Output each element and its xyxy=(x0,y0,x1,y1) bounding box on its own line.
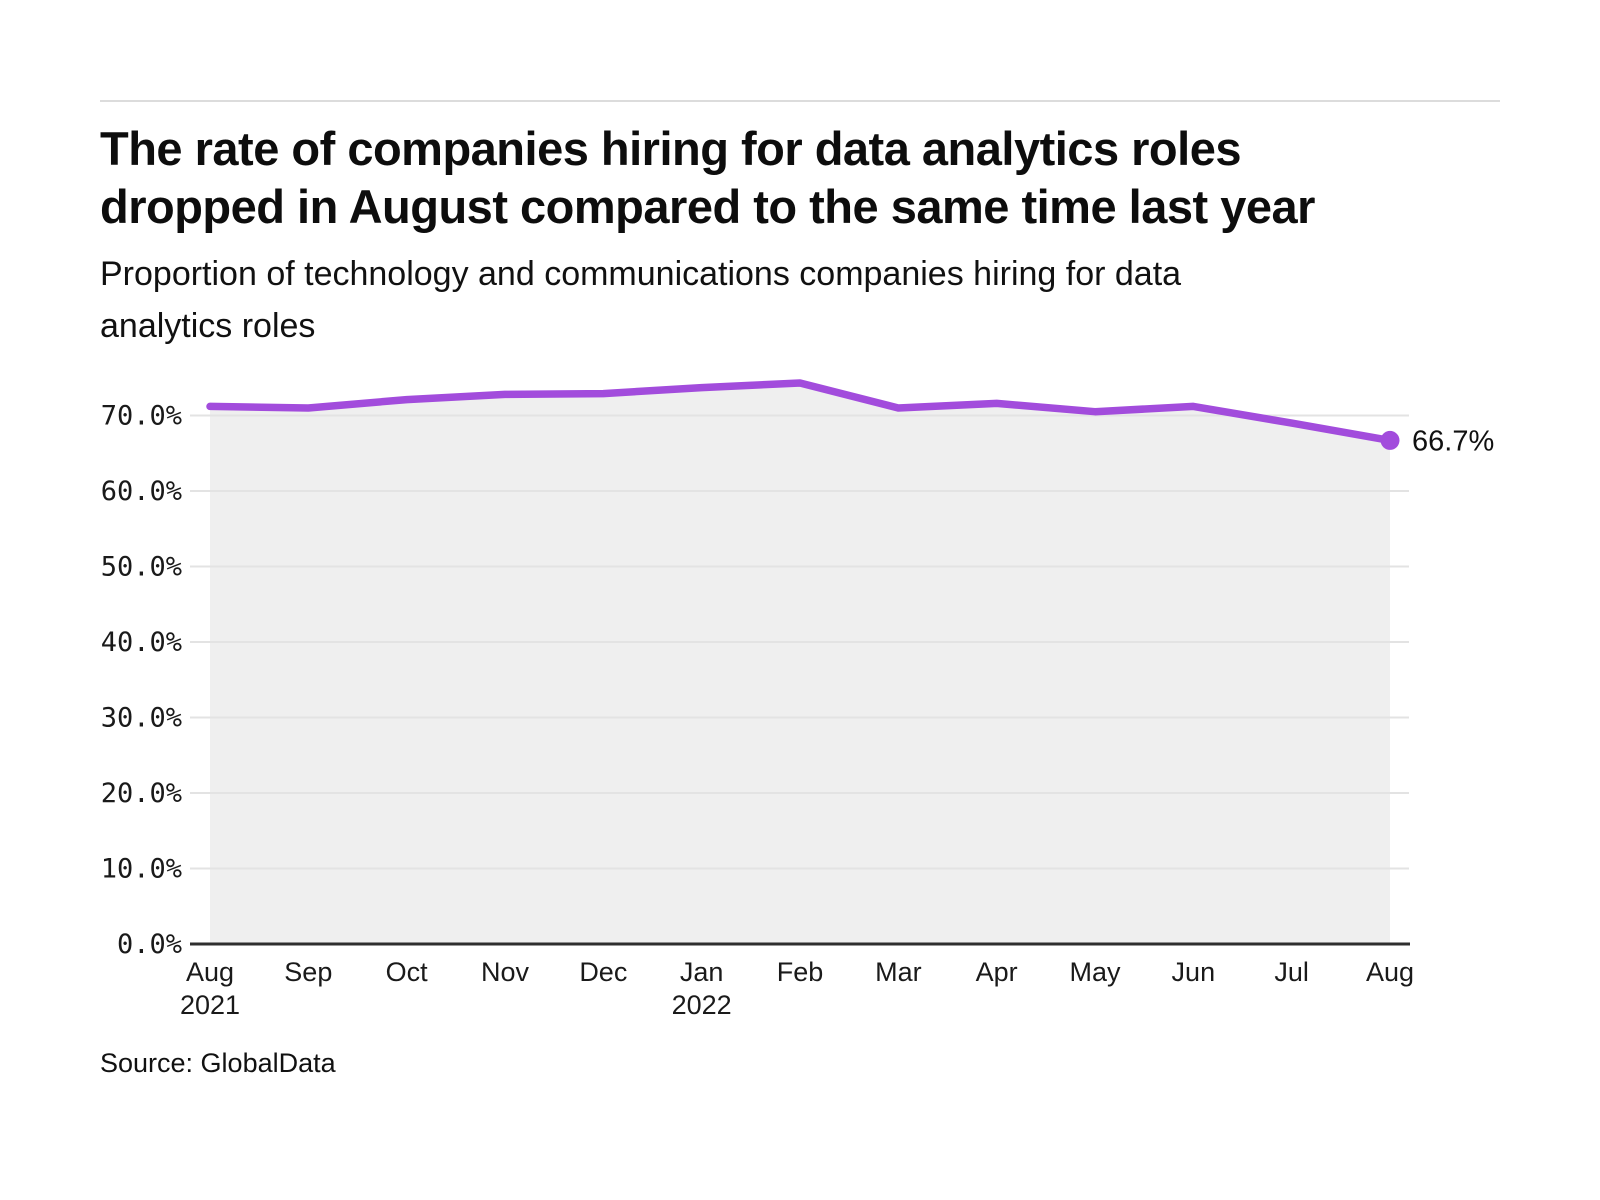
x-tick-label: Oct xyxy=(386,957,429,987)
chart-title-line-2: dropped in August compared to the same t… xyxy=(100,180,1315,233)
x-tick-label: Apr xyxy=(976,957,1018,987)
y-tick-label: 40.0% xyxy=(101,627,182,658)
x-tick-label: Jan xyxy=(680,957,724,987)
x-tick-year-label: 2022 xyxy=(672,990,732,1020)
y-tick-label: 0.0% xyxy=(117,929,182,960)
x-tick-label: Aug xyxy=(1366,957,1414,987)
chart-title-line-1: The rate of companies hiring for data an… xyxy=(100,122,1241,175)
chart-subtitle: Proportion of technology and communicati… xyxy=(100,248,1460,352)
series-line xyxy=(206,379,1394,445)
y-tick-label: 20.0% xyxy=(101,778,182,809)
y-tick-label: 50.0% xyxy=(101,552,182,583)
x-tick-label: Sep xyxy=(284,957,332,987)
x-tick-label: Nov xyxy=(481,957,530,987)
chart-title: The rate of companies hiring for data an… xyxy=(100,120,1460,236)
top-divider-rule xyxy=(100,100,1500,102)
x-tick-label: Mar xyxy=(875,957,922,987)
x-tick-label: Dec xyxy=(579,957,627,987)
source-caption: Source: GlobalData xyxy=(100,1048,336,1078)
y-tick-label: 30.0% xyxy=(101,703,182,734)
x-tick-label: May xyxy=(1069,957,1121,987)
chart-subtitle-line-1: Proportion of technology and communicati… xyxy=(100,255,1182,293)
y-tick-label: 10.0% xyxy=(101,854,182,885)
y-tick-label: 60.0% xyxy=(101,476,182,507)
end-value-label: 66.7% xyxy=(1412,425,1494,457)
y-tick-label: 70.0% xyxy=(101,401,182,432)
area-fill xyxy=(210,383,1390,944)
end-point-marker xyxy=(1380,430,1400,450)
x-tick-year-label: 2021 xyxy=(180,990,240,1020)
x-tick-label: Feb xyxy=(777,957,824,987)
x-tick-label: Jul xyxy=(1274,957,1309,987)
x-tick-label: Aug xyxy=(186,957,234,987)
x-tick-label: Jun xyxy=(1172,957,1216,987)
chart-subtitle-line-2: analytics roles xyxy=(100,307,316,345)
